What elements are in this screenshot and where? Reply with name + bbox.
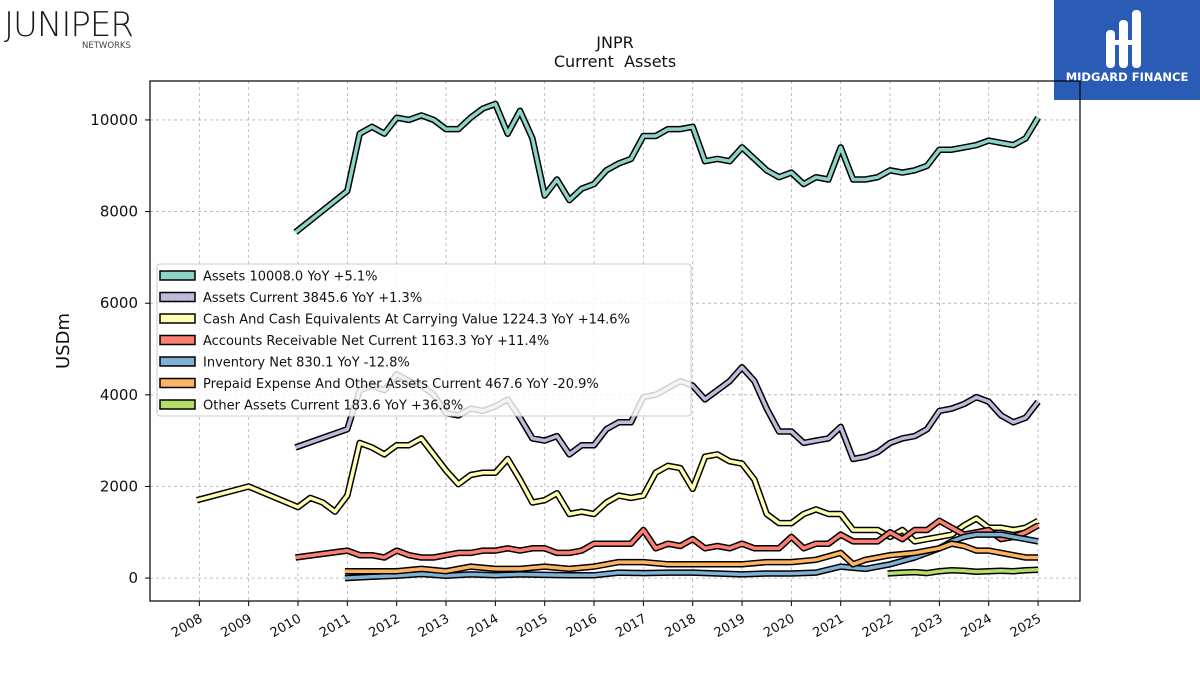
x-tick-label: 2020 (761, 611, 797, 641)
legend-entry-label: Prepaid Expense And Other Assets Current… (203, 377, 599, 392)
series-outline (293, 100, 1041, 235)
legend-box (156, 263, 692, 417)
x-tick-label: 2017 (613, 611, 649, 641)
midgard-logo-text: MIDGARD FINANCE (1066, 70, 1189, 84)
legend-entry-label: Assets 10008.0 YoY +5.1% (203, 270, 378, 285)
series-line (196, 436, 1039, 544)
legend-entry-label: Cash And Cash Equivalents At Carrying Va… (203, 313, 630, 328)
series-other-assets-current (887, 566, 1039, 577)
x-tick-label: 2016 (564, 611, 600, 641)
x-tick-label: 2015 (515, 611, 551, 641)
series-outline (196, 435, 1040, 545)
y-tick-label: 10000 (90, 111, 138, 129)
juniper-logo: JUNIPER NETWORKS (4, 4, 164, 54)
x-tick-label: 2025 (1008, 611, 1044, 641)
midgard-logo-mark-icon (1106, 10, 1141, 68)
legend-swatch (159, 291, 196, 303)
series-line (294, 102, 1040, 234)
series-prepaid-expense-and-other-assets-current (344, 540, 1039, 575)
legend: Assets 10008.0 YoY +5.1% Assets Current 3… (156, 263, 692, 417)
chart-title: JNPR (595, 33, 633, 52)
series-line (344, 532, 1039, 580)
legend-swatch (159, 270, 196, 281)
x-tick-label: 2012 (367, 611, 403, 641)
y-tick-label: 2000 (100, 477, 138, 495)
x-tick-label: 2013 (416, 611, 452, 641)
y-tick-label: 4000 (100, 386, 138, 404)
series-line (344, 541, 1039, 573)
series-inventory-net (344, 531, 1039, 582)
legend-entry-label: Assets Current 3845.6 YoY +1.3% (203, 291, 422, 306)
x-tick-label: 2011 (317, 611, 353, 641)
midgard-finance-logo: MIDGARD FINANCE (1054, 0, 1200, 100)
legend-swatch (159, 356, 196, 367)
x-axis-ticks: 2008 2009 2010 2011 2012 2013 2014 2015 2016 2017… (169, 601, 1044, 641)
series-line (295, 519, 1039, 560)
x-tick-label: 2022 (860, 611, 896, 641)
legend-swatch (159, 377, 196, 389)
y-axis-label: USDm (53, 313, 74, 369)
legend-swatch (159, 313, 196, 324)
y-axis-ticks: 0 2000 4000 6000 8000 10000 (90, 111, 150, 587)
x-tick-label: 2019 (712, 611, 748, 641)
legend-swatch (159, 334, 196, 346)
x-tick-label: 2018 (663, 611, 699, 641)
legend-entry-label: Inventory Net 830.1 YoY -12.8% (203, 356, 410, 371)
y-tick-label: 6000 (100, 294, 138, 312)
legend-entry-label: Other Assets Current 183.6 YoY +36.8% (203, 399, 463, 414)
x-tick-label: 2014 (465, 611, 501, 641)
y-tick-label: 0 (128, 569, 138, 587)
x-tick-label: 2024 (959, 611, 995, 641)
x-tick-label: 2023 (909, 611, 945, 641)
legend-entry-label: Accounts Receivable Net Current 1163.3 Y… (203, 334, 549, 349)
legend-swatch (159, 399, 196, 410)
chart-subtitle: Current Assets (554, 52, 676, 71)
series-assets (293, 100, 1041, 235)
x-tick-label: 2009 (219, 611, 255, 641)
series-line (887, 568, 1039, 576)
y-tick-label: 8000 (100, 203, 138, 221)
plot-frame (149, 80, 1081, 602)
juniper-logo-subtext: NETWORKS (82, 41, 131, 51)
x-tick-label: 2021 (811, 611, 847, 641)
series-cash-and-cash-equivalents-at-carrying-value (196, 435, 1040, 545)
x-tick-label: 2008 (169, 611, 205, 641)
juniper-logo-wordmark: JUNIPER (4, 5, 133, 45)
series-accounts-receivable-net-current (295, 517, 1040, 561)
x-tick-label: 2010 (268, 611, 304, 641)
